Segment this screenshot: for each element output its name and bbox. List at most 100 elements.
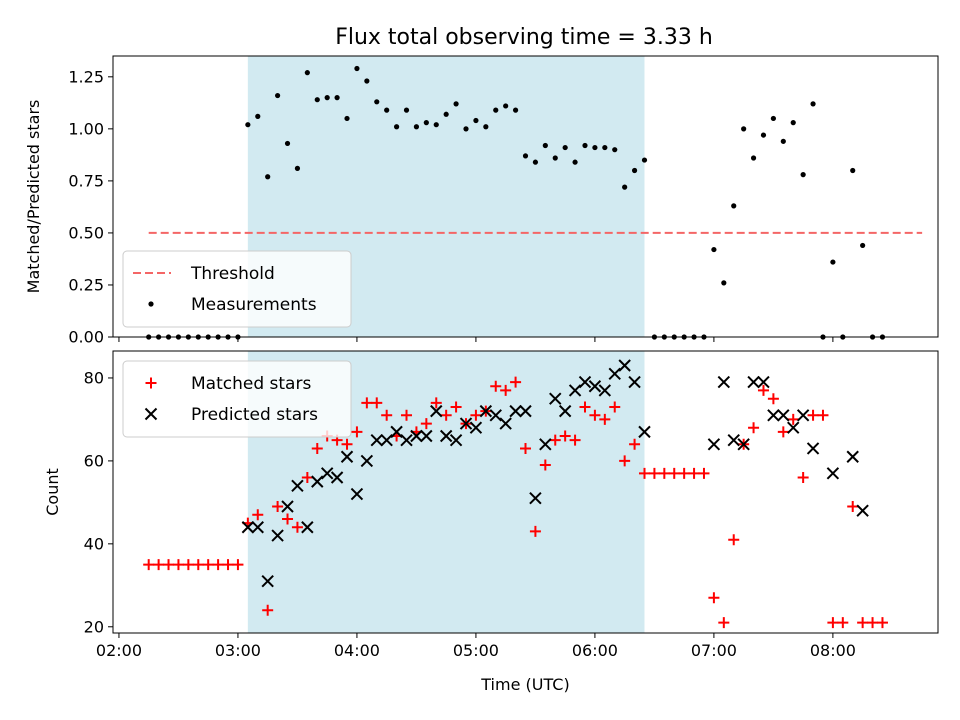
data-point (609, 401, 621, 413)
x-tick-label: 06:00 (572, 641, 618, 660)
data-point (826, 467, 840, 480)
x-tick-label: 08:00 (810, 641, 856, 660)
data-point (483, 124, 489, 130)
data-point (602, 144, 608, 151)
data-point (453, 101, 459, 107)
data-point (558, 404, 572, 418)
data-point (192, 559, 204, 571)
legend-label: Measurements (191, 295, 317, 315)
data-point (777, 409, 790, 422)
data-point (678, 467, 690, 479)
data-point (588, 380, 602, 393)
data-point (790, 120, 796, 126)
series-predicted-stars (241, 359, 869, 588)
data-point (301, 521, 314, 534)
data-point (172, 559, 184, 571)
data-point (552, 155, 558, 161)
y-tick-label: 1.25 (68, 67, 104, 86)
data-point (262, 604, 274, 616)
data-point (430, 397, 442, 409)
data-point (291, 479, 304, 492)
y-tick-label: 0.50 (68, 223, 104, 242)
data-point (281, 500, 294, 513)
data-point (222, 559, 234, 571)
data-point (212, 559, 224, 571)
y-tick-label: 20 (84, 617, 104, 636)
data-point (420, 418, 432, 430)
data-point (569, 434, 581, 446)
data-point (532, 159, 539, 165)
data-point (539, 438, 552, 451)
data-point (301, 471, 313, 483)
data-point (245, 122, 251, 128)
data-point (827, 617, 839, 629)
data-point (390, 425, 403, 439)
data-point (856, 504, 869, 517)
data-point (767, 393, 779, 405)
data-point (599, 413, 611, 425)
data-point (787, 413, 799, 425)
data-point (830, 259, 836, 265)
data-point (638, 425, 651, 439)
data-point (806, 442, 820, 455)
y-tick-label: 0.25 (68, 275, 104, 294)
data-point (420, 429, 433, 443)
data-point (757, 384, 769, 396)
data-point (393, 124, 400, 130)
data-point (780, 138, 786, 144)
data-point (572, 159, 578, 165)
data-point (311, 475, 324, 488)
chart-title: Flux total observing time = 3.33 h (335, 25, 713, 50)
y-tick-label: 0.00 (68, 328, 104, 347)
data-point (582, 142, 588, 149)
legend-box (122, 250, 352, 328)
data-point (370, 433, 383, 447)
data-point (493, 107, 499, 113)
data-point (796, 409, 810, 422)
data-point (380, 433, 393, 447)
data-point (304, 70, 310, 76)
data-point (579, 401, 591, 413)
legend-marker (144, 407, 158, 421)
data-point (807, 409, 819, 421)
x-axis-label: Time (UTC) (480, 675, 569, 694)
data-point (598, 384, 612, 397)
data-point (311, 442, 323, 454)
data-point (384, 107, 390, 113)
data-point (628, 375, 641, 389)
data-point (748, 422, 760, 434)
data-point (241, 521, 255, 534)
legend-label: Threshold (190, 264, 275, 284)
data-point (542, 142, 548, 149)
data-point (760, 132, 767, 138)
data-point (400, 433, 413, 447)
data-point (578, 375, 592, 389)
data-point (688, 467, 700, 479)
data-point (381, 409, 393, 421)
data-point (251, 521, 264, 534)
data-point (499, 417, 512, 430)
data-point (857, 617, 869, 629)
data-point (622, 184, 628, 190)
data-point (619, 455, 631, 467)
data-point (747, 375, 760, 389)
data-point (847, 501, 859, 513)
data-point (592, 144, 598, 151)
data-point (867, 617, 879, 629)
data-point (770, 115, 776, 122)
data-point (182, 559, 194, 571)
data-point (473, 117, 479, 124)
data-point (658, 467, 670, 479)
data-point (800, 172, 806, 178)
data-point (589, 409, 601, 421)
count-panel: 02:00 03:00 04:00 05:00 06:00 07:00 08:00 20 40 6… (43, 350, 939, 694)
y-axis-label: Count (43, 468, 62, 516)
data-point (727, 433, 740, 447)
data-point (153, 559, 165, 571)
y-tick-label: 80 (84, 368, 104, 387)
data-point (519, 404, 532, 418)
data-point (837, 617, 849, 629)
series-measurements (146, 65, 886, 340)
data-point (810, 101, 816, 107)
